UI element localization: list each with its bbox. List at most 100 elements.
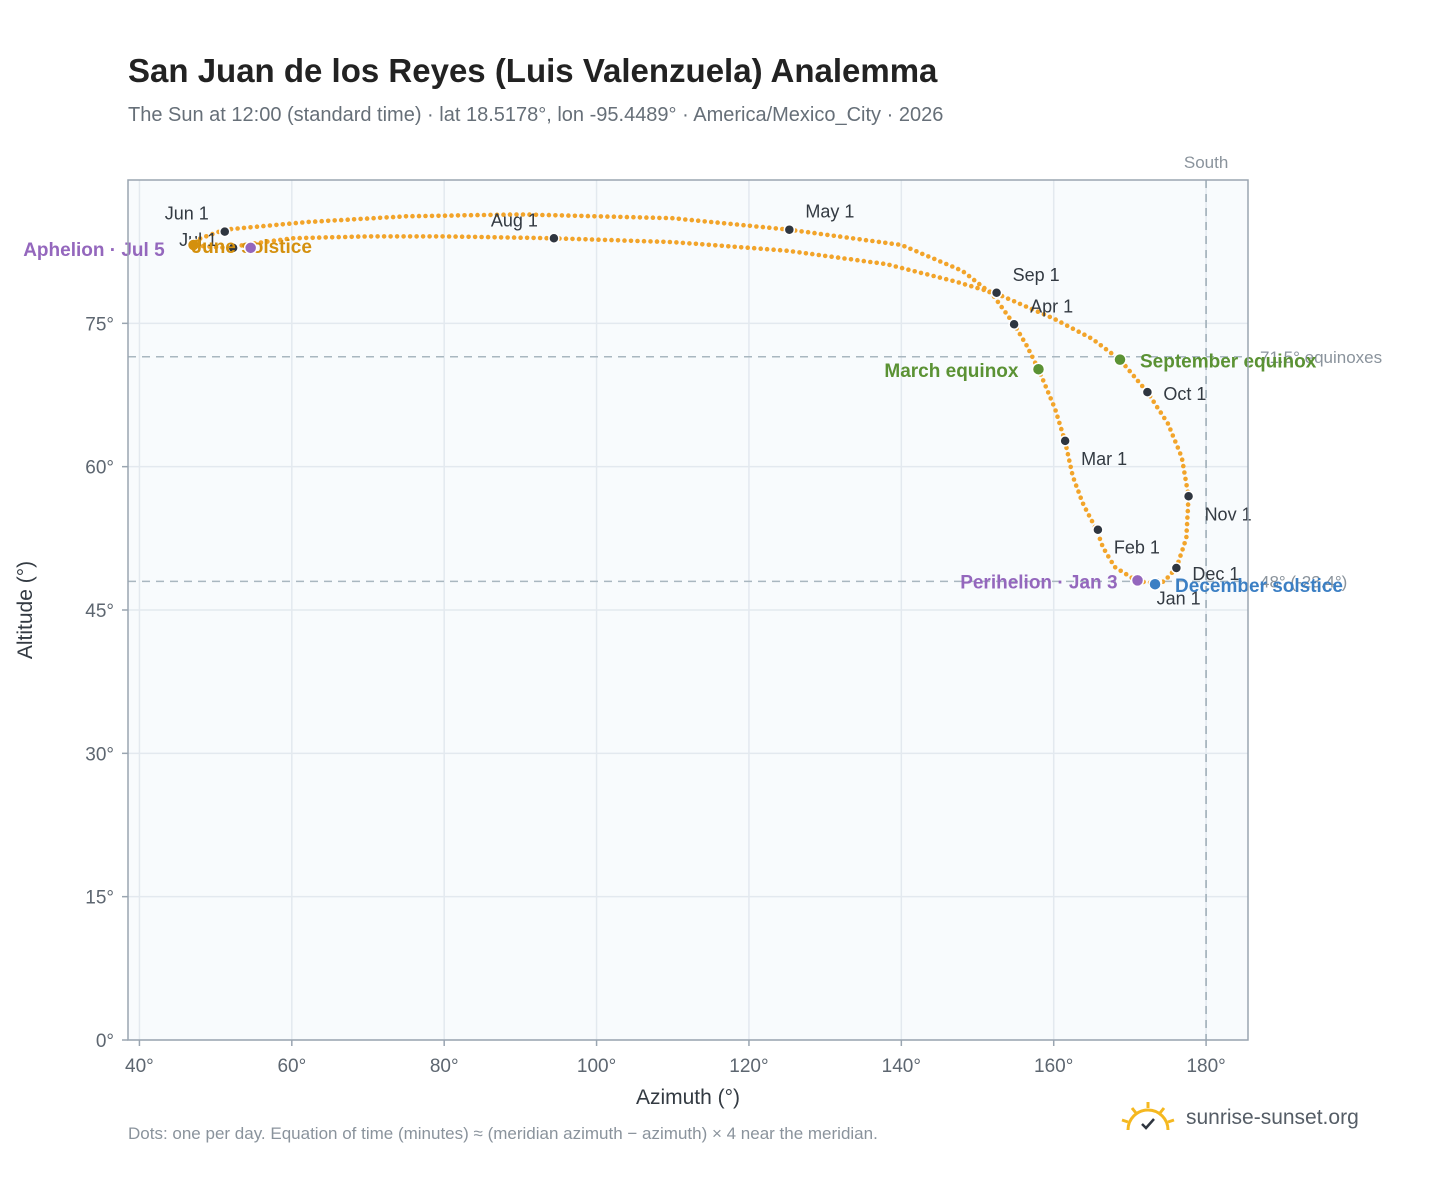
daily-sun-dot <box>498 235 504 240</box>
brand[interactable]: sunrise-sunset.org <box>1120 1100 1359 1136</box>
daily-sun-dot <box>278 237 283 243</box>
daily-sun-dot <box>895 242 901 247</box>
y-axis-ticks: 0° 15° 30° 45° 60° 75° <box>85 314 128 1052</box>
daily-sun-dot <box>364 216 370 221</box>
daily-sun-dot <box>336 234 342 240</box>
daily-sun-dot <box>925 272 930 277</box>
daily-sun-dot <box>1183 476 1188 482</box>
daily-sun-dot <box>429 213 435 219</box>
daily-sun-dot <box>732 244 737 250</box>
daily-sun-dot <box>485 234 491 240</box>
daily-sun-dot <box>563 236 569 241</box>
daily-sun-dot <box>825 232 830 238</box>
daily-sun-dot <box>566 213 571 218</box>
month-marker-label: May 1 <box>805 202 854 222</box>
daily-sun-dot <box>1053 317 1058 322</box>
daily-sun-dot <box>767 225 772 230</box>
chart-title: San Juan de los Reyes (Luis Valenzuela) … <box>128 52 938 89</box>
daily-sun-dot <box>261 223 266 229</box>
event-marker-dot <box>1031 362 1046 376</box>
daily-sun-dot <box>1053 408 1058 413</box>
daily-sun-dot <box>680 240 686 246</box>
daily-sun-dot <box>1071 477 1077 482</box>
daily-sun-dot <box>423 213 428 219</box>
x-tick-label: 60° <box>277 1056 306 1077</box>
daily-sun-dot <box>914 249 919 254</box>
daily-sun-dot <box>1123 571 1129 577</box>
daily-sun-dot <box>455 213 461 218</box>
daily-sun-dot <box>850 236 856 241</box>
daily-sun-dot <box>721 221 727 226</box>
daily-sun-dot <box>440 234 445 239</box>
daily-sun-dot <box>583 237 588 242</box>
daily-sun-dot <box>1041 312 1047 317</box>
daily-sun-dot <box>1059 426 1064 432</box>
daily-sun-dot <box>325 218 331 224</box>
daily-sun-dot <box>648 239 653 244</box>
daily-sun-dot <box>713 243 718 248</box>
daily-sun-dot <box>258 240 264 245</box>
y-tick-label: 30° <box>85 744 114 765</box>
daily-sun-dot <box>745 245 750 250</box>
daily-sun-dot <box>368 234 374 239</box>
month-marker-dot <box>1141 386 1154 398</box>
daily-sun-dot <box>520 212 526 217</box>
daily-sun-dot <box>799 229 804 234</box>
daily-sun-dot <box>342 234 348 240</box>
daily-sun-dot <box>553 213 558 218</box>
daily-sun-dot <box>345 217 351 222</box>
daily-sun-dot <box>1027 348 1032 354</box>
daily-sun-dot <box>1127 368 1132 374</box>
daily-sun-dot <box>618 214 623 220</box>
daily-sun-dot <box>1020 337 1026 343</box>
daily-sun-dot <box>918 270 924 276</box>
daily-sun-dot <box>818 231 824 237</box>
daily-sun-dot <box>290 236 296 241</box>
daily-sun-dot <box>414 234 419 239</box>
daily-sun-dot <box>355 234 361 239</box>
daily-sun-dot <box>403 214 409 219</box>
y-tick-label: 60° <box>85 458 114 479</box>
daily-sun-dot <box>977 281 982 287</box>
daily-sun-dot <box>239 243 244 248</box>
daily-sun-dot <box>570 236 575 242</box>
daily-sun-dot <box>527 212 532 217</box>
daily-sun-dot <box>213 244 219 250</box>
daily-sun-dot <box>706 242 712 248</box>
daily-sun-dot <box>870 238 875 244</box>
daily-sun-dot <box>1043 384 1048 389</box>
daily-sun-dot <box>271 238 277 243</box>
daily-sun-dot <box>1178 553 1183 558</box>
event-marker-dot <box>1113 352 1127 367</box>
altitude-reference-label: 71.5° equinoxes <box>1260 348 1382 367</box>
daily-sun-dot <box>844 235 849 240</box>
daily-sun-dot <box>831 233 837 239</box>
daily-sun-dot <box>644 215 649 220</box>
daily-sun-dot <box>700 242 705 247</box>
daily-sun-dot <box>1181 463 1186 469</box>
daily-sun-dot <box>585 213 591 219</box>
y-tick-label: 0° <box>96 1031 114 1052</box>
daily-sun-dot <box>880 261 886 267</box>
month-marker-label: Feb 1 <box>1114 538 1160 558</box>
daily-sun-dot <box>388 234 393 239</box>
daily-sun-dot <box>1082 332 1087 338</box>
daily-sun-dot <box>1045 390 1051 395</box>
south-label: South <box>1184 153 1228 172</box>
y-tick-label: 45° <box>85 601 114 622</box>
daily-sun-dot <box>319 218 325 224</box>
daily-sun-dot <box>822 253 828 259</box>
daily-sun-dot <box>777 247 783 253</box>
daily-sun-dot <box>950 278 955 284</box>
daily-sun-dot <box>1118 568 1123 574</box>
daily-sun-dot <box>596 237 601 242</box>
month-marker-dot <box>227 242 239 254</box>
daily-sun-dot <box>1059 320 1064 325</box>
daily-sun-dot <box>332 218 338 223</box>
daily-sun-dot <box>572 213 578 219</box>
daily-sun-dot <box>531 235 536 241</box>
event-marker-dot <box>186 238 201 252</box>
daily-sun-dot <box>674 240 679 245</box>
daily-sun-dot <box>1184 483 1189 488</box>
month-marker-label: Oct 1 <box>1163 384 1206 404</box>
